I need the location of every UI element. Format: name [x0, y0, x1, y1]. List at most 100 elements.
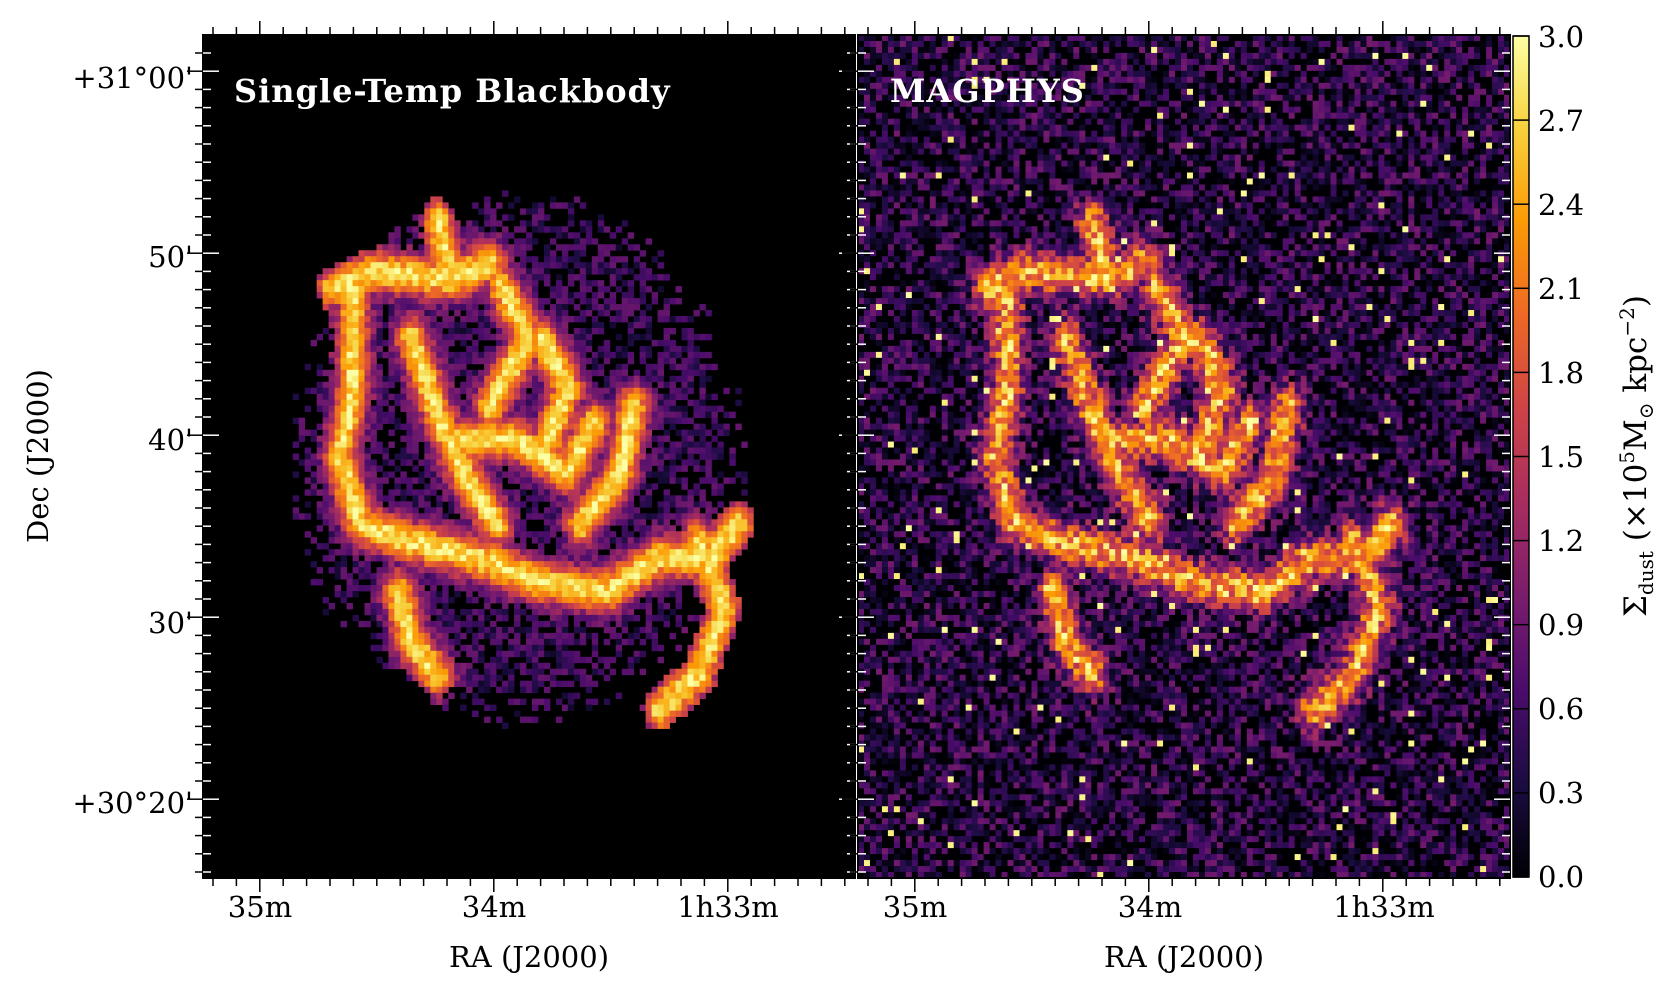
map-pixel: [537, 477, 545, 484]
map-pixel: [633, 316, 641, 323]
map-pixel: [418, 435, 425, 442]
map-pixel: [412, 304, 419, 311]
map-pixel: [663, 585, 670, 592]
map-pixel: [711, 363, 718, 371]
map-pixel: [735, 501, 742, 508]
map-pixel: [741, 525, 748, 532]
map-pixel: [484, 513, 491, 520]
map-pixel: [370, 632, 377, 640]
map-pixel: [591, 680, 599, 688]
map-pixel: [364, 262, 371, 269]
map-pixel: [657, 405, 664, 413]
map-pixel: [543, 387, 551, 395]
map-pixel: [531, 549, 539, 556]
map-pixel: [466, 435, 473, 442]
map-pixel: [591, 327, 599, 335]
map-pixel: [717, 519, 724, 526]
map-pixel: [723, 614, 730, 622]
map-pixel: [651, 393, 658, 401]
map-pixel: [496, 465, 503, 472]
map-pixel: [537, 274, 545, 281]
map-pixel: [352, 513, 359, 520]
map-pixel: [627, 507, 635, 514]
map-pixel: [478, 417, 485, 425]
map-pixel: [466, 531, 473, 538]
map-pixel: [693, 501, 700, 508]
map-pixel: [400, 525, 407, 532]
map-pixel: [687, 650, 694, 658]
map-pixel: [651, 513, 658, 520]
map-pixel: [639, 495, 647, 502]
map-pixel: [531, 363, 539, 371]
map-pixel: [555, 339, 563, 347]
map-pixel: [346, 441, 353, 448]
map-pixel: [334, 369, 341, 377]
map-pixel: [436, 304, 443, 311]
map-pixel: [591, 591, 599, 598]
map-pixel: [424, 608, 431, 616]
map-pixel: [531, 573, 539, 580]
map-pixel: [406, 280, 413, 287]
map-pixel: [965, 52, 973, 60]
map-pixel: [508, 214, 515, 221]
map-pixel: [520, 274, 527, 281]
map-pixel: [478, 232, 485, 239]
map-pixel: [394, 453, 401, 460]
map-pixel: [490, 262, 497, 269]
map-pixel: [1450, 52, 1457, 60]
map-pixel: [549, 411, 557, 419]
map-pixel: [472, 585, 479, 592]
map-pixel: [633, 489, 641, 496]
map-pixel: [316, 381, 324, 389]
map-pixel: [561, 591, 569, 598]
map-pixel: [561, 363, 569, 371]
map-pixel: [388, 298, 395, 305]
map-pixel: [316, 543, 324, 550]
map-pixel: [352, 304, 359, 311]
map-pixel: [651, 292, 658, 299]
map-pixel: [334, 483, 341, 490]
map-pixel: [442, 357, 449, 365]
map-pixel: [406, 650, 413, 658]
map-pixel: [418, 567, 425, 574]
map-pixel: [436, 644, 443, 652]
map-pixel: [526, 459, 533, 466]
map-pixel: [520, 519, 527, 526]
map-pixel: [941, 52, 949, 60]
map-pixel: [484, 298, 491, 305]
map-pixel: [717, 513, 724, 520]
map-pixel: [484, 405, 491, 413]
map-pixel: [514, 310, 521, 317]
map-pixel: [537, 298, 545, 305]
map-pixel: [597, 321, 605, 329]
map-pixel: [508, 435, 515, 442]
map-pixel: [436, 441, 443, 448]
map-pixel: [478, 393, 485, 401]
map-pixel: [549, 483, 557, 490]
map-pixel: [520, 698, 527, 706]
map-pixel: [657, 602, 664, 610]
map-pixel: [322, 274, 330, 281]
map-pixel: [555, 351, 563, 359]
map-pixel: [579, 351, 587, 359]
map-pixel: [579, 561, 587, 568]
map-pixel: [460, 585, 467, 592]
map-pixel: [561, 202, 569, 209]
map-pixel: [585, 339, 593, 347]
map-pixel: [508, 495, 515, 502]
map-pixel: [406, 286, 413, 293]
map-pixel: [526, 483, 533, 490]
map-pixel: [310, 537, 318, 544]
map-pixel: [400, 256, 407, 263]
map-pixel: [1444, 40, 1451, 48]
map-pixel: [496, 345, 503, 353]
map-pixel: [1432, 46, 1439, 54]
map-pixel: [681, 316, 688, 323]
map-pixel: [460, 608, 467, 616]
map-pixel: [555, 292, 563, 299]
map-pixel: [460, 513, 467, 520]
map-pixel: [508, 310, 515, 317]
map-pixel: [633, 513, 641, 520]
map-pixel: [370, 501, 377, 508]
map-pixel: [531, 280, 539, 287]
